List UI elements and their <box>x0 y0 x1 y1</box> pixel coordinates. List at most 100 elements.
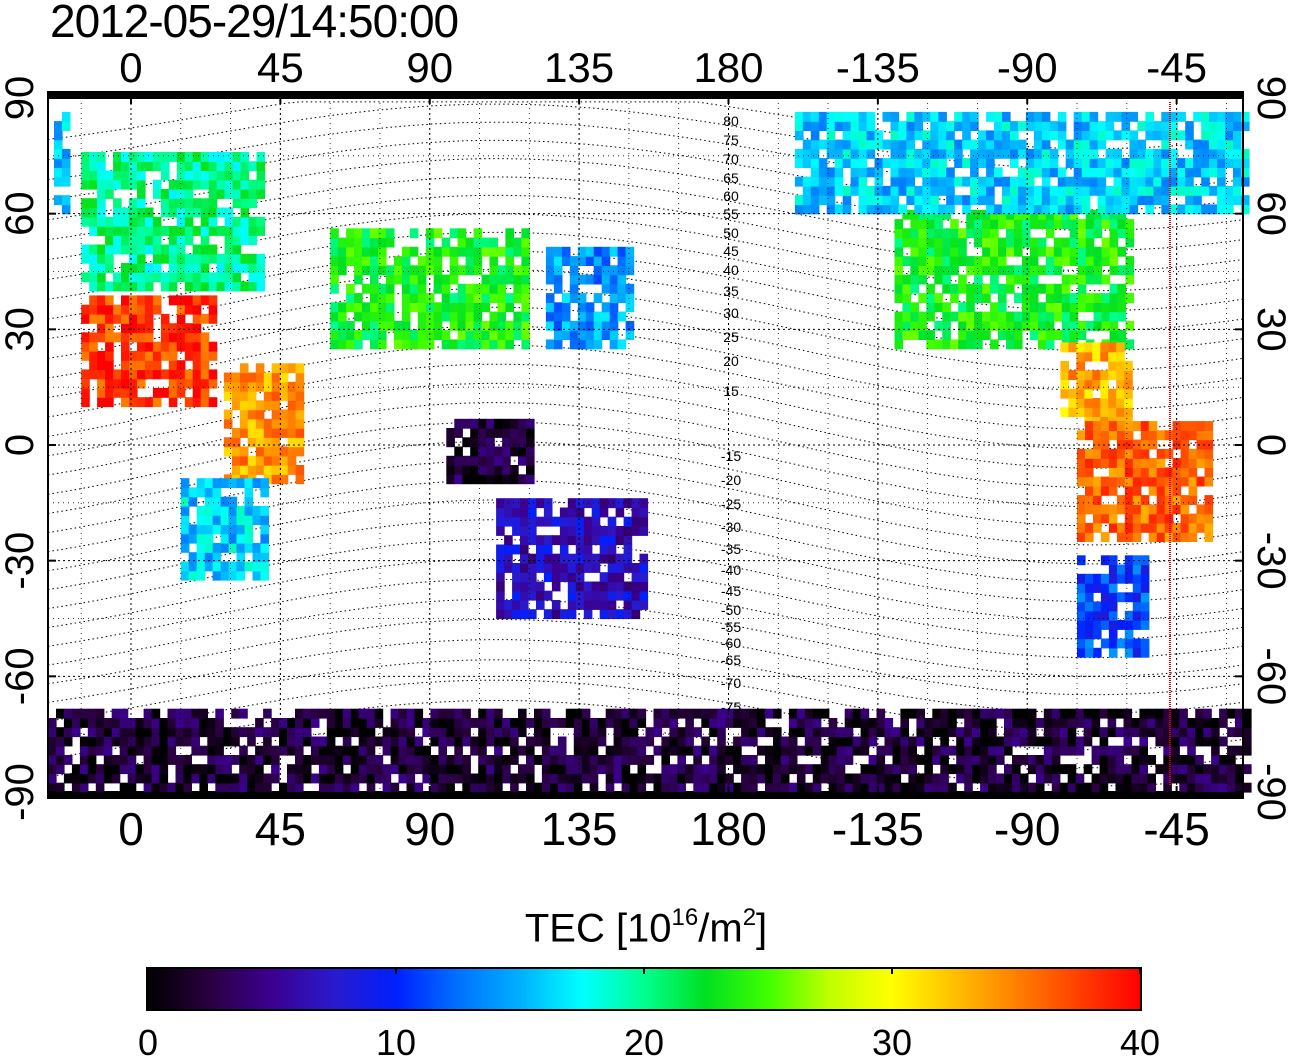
tec-cell <box>248 263 258 273</box>
tec-cell <box>948 782 957 793</box>
tec-cell <box>89 332 98 343</box>
colorbar-label-exponent: 16 <box>671 904 699 931</box>
tec-cell <box>757 708 766 719</box>
tec-cell <box>1131 718 1141 728</box>
tec-cell <box>559 563 569 573</box>
tec-cell <box>192 323 202 334</box>
tec-cell <box>1093 448 1102 459</box>
tec-cell <box>167 718 177 728</box>
tec-cell <box>137 198 146 209</box>
tec-cell <box>105 313 114 324</box>
tec-cell <box>1121 121 1131 131</box>
tec-cell <box>621 727 631 738</box>
tec-cell <box>1204 421 1214 431</box>
tec-cell <box>441 274 451 285</box>
tec-cell <box>826 148 836 159</box>
tec-cell <box>192 341 202 352</box>
tec-cell <box>567 507 577 518</box>
tec-cell <box>200 170 210 181</box>
tec-cell <box>239 363 249 374</box>
tec-cell <box>191 718 200 728</box>
tec-cell <box>802 185 812 196</box>
tec-cell <box>1116 564 1126 575</box>
tec-cell <box>374 736 384 747</box>
tec-cell <box>113 161 122 172</box>
tec-cell <box>575 526 585 536</box>
tec-cell <box>121 350 130 361</box>
tec-cell <box>942 339 951 350</box>
tec-cell <box>496 526 505 536</box>
tec-cell <box>260 552 269 563</box>
tec-cell <box>449 265 459 276</box>
tec-cell <box>236 478 246 489</box>
tec-cell <box>223 764 232 775</box>
tec-cell <box>788 718 798 728</box>
tec-cell <box>677 755 686 765</box>
tec-cell <box>220 533 230 544</box>
tec-cell <box>962 111 971 122</box>
tec-cell <box>1101 274 1111 285</box>
lon-tick-label-bottom: 180 <box>690 803 767 855</box>
tec-cell <box>565 782 575 793</box>
tec-cell <box>908 745 917 756</box>
tec-cell <box>1065 158 1075 168</box>
tec-cell <box>56 745 65 756</box>
tec-cell <box>685 718 694 728</box>
tec-cell <box>1085 219 1095 229</box>
tec-cell <box>449 256 459 266</box>
tec-cell <box>567 590 577 601</box>
tec-cell <box>1225 185 1234 196</box>
tec-cell <box>1101 209 1111 220</box>
tec-cell <box>362 246 371 257</box>
tec-cell <box>378 311 387 322</box>
tec-cell <box>898 204 907 215</box>
tec-cell <box>512 507 521 518</box>
tec-cell <box>1129 111 1139 122</box>
tec-cell <box>1145 121 1154 131</box>
tec-cell <box>1109 237 1119 248</box>
tec-cell <box>926 256 935 266</box>
tec-cell <box>81 198 90 209</box>
tec-cell <box>709 755 718 765</box>
tec-cell <box>1116 504 1126 515</box>
tec-cell <box>844 782 854 793</box>
tec-cell <box>858 121 868 131</box>
tec-cell <box>613 764 623 775</box>
tec-cell <box>271 764 280 775</box>
tec-cell <box>1037 246 1047 257</box>
tec-cell <box>1067 764 1077 775</box>
tec-cell <box>160 387 170 398</box>
tec-cell <box>575 516 585 527</box>
tec-cell <box>518 474 527 485</box>
tec-cell <box>287 718 296 728</box>
tec-cell <box>794 130 804 141</box>
tec-cell <box>1004 708 1013 719</box>
tec-cell <box>1125 293 1135 303</box>
tec-cell <box>113 179 122 190</box>
tec-cell <box>247 437 257 448</box>
tec-cell <box>972 708 981 719</box>
tec-cell <box>900 727 909 738</box>
tec-cell <box>151 755 161 765</box>
colorbar-label-end: ] <box>756 906 768 951</box>
tec-cell <box>409 339 419 350</box>
tec-cell <box>998 237 1007 248</box>
tec-cell <box>1100 504 1110 515</box>
tec-cell <box>882 185 892 196</box>
tec-cell <box>1140 448 1150 459</box>
tec-cell <box>89 226 98 236</box>
tec-cell <box>248 281 258 292</box>
tec-cell <box>625 256 635 266</box>
tec-cell <box>1203 736 1212 747</box>
tec-cell <box>1069 311 1079 322</box>
tec-cell <box>494 446 503 457</box>
tec-cell <box>926 302 935 313</box>
tec-cell <box>794 148 804 159</box>
tec-cell <box>559 553 569 564</box>
tec-cell <box>430 764 439 775</box>
tec-cell <box>441 237 451 248</box>
tec-cell <box>1108 467 1118 478</box>
tec-cell <box>441 283 451 294</box>
tec-cell <box>1093 495 1102 505</box>
tec-cell <box>119 736 129 747</box>
